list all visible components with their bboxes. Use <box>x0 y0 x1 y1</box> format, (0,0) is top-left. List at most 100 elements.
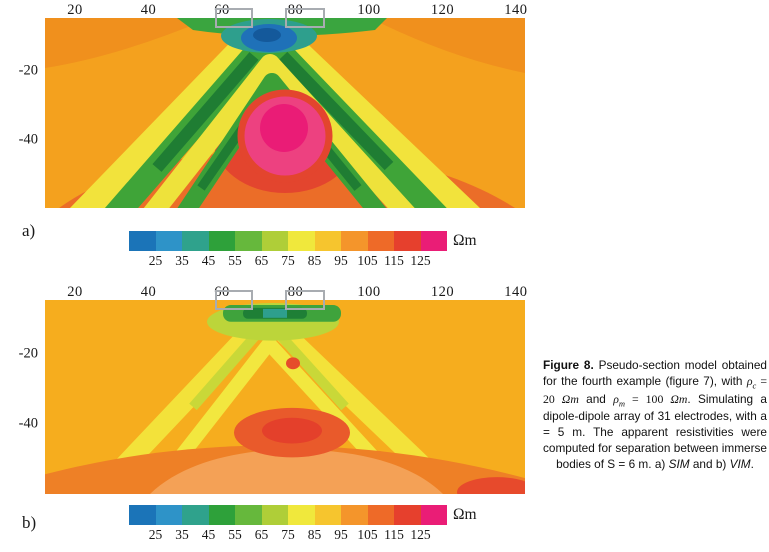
colorbar-tick-label: 95 <box>334 527 348 542</box>
colorbar-cell <box>155 231 182 251</box>
colorbar-cell <box>314 231 341 251</box>
x-tick-label: 80 <box>287 284 304 300</box>
caption-text: c <box>752 380 757 391</box>
colorbar-tick-label: 125 <box>410 527 431 542</box>
colorbar-tick-label: 65 <box>254 253 269 268</box>
body-marker-box <box>215 290 253 310</box>
caption-text: Ωm <box>561 391 579 406</box>
colorbar-cell <box>288 505 315 525</box>
colorbar-tick-label: 35 <box>175 527 189 542</box>
caption-text: m <box>618 397 626 408</box>
colorbar-tick-label: 105 <box>357 253 378 268</box>
x-axis-ticks-a: 20 40 60 80 100 120 140 <box>45 2 528 18</box>
colorbar-tick-label: 45 <box>201 527 216 542</box>
body-marker-box <box>285 290 325 310</box>
colorbar-cell <box>394 231 421 251</box>
caption-text: = 20 <box>543 373 767 406</box>
x-tick-label: 140 <box>504 2 528 18</box>
colorbar-cell <box>420 505 447 525</box>
caption-text: . <box>750 456 754 471</box>
y-tick-label: -20 <box>18 345 38 362</box>
y-axis-ticks-b: -20 -40 <box>6 300 42 494</box>
colorbar-tick-label: 75 <box>281 527 295 542</box>
colorbar-tick-label: 95 <box>334 253 348 268</box>
y-axis-ticks-a: -20 -40 <box>6 18 42 208</box>
colorbar-tick-label: 55 <box>228 253 242 268</box>
colorbar-cell <box>288 231 315 251</box>
colorbar-tick-label: 125 <box>410 253 431 268</box>
colorbar-unit-b: Ωm <box>453 506 477 523</box>
colorbar-cell <box>182 505 209 525</box>
caption-text: ρ <box>613 391 619 406</box>
caption-text: and <box>578 391 614 406</box>
caption-text: Pseudo-section model obtained for the fo… <box>543 358 767 388</box>
colorbar-tick-label: 45 <box>201 253 216 268</box>
colorbar-tick-label: 85 <box>307 253 322 268</box>
panel-label-b: b) <box>22 513 37 532</box>
y-tick-label: -40 <box>18 415 38 432</box>
colorbar-ticks-a: 25 35 45 55 65 75 85 95 105 115 125 <box>129 253 447 269</box>
caption-text: . Simulating a dipole-dipole array of 31… <box>543 391 767 471</box>
colorbar-cell <box>341 505 368 525</box>
colorbar-cell <box>367 231 394 251</box>
caption-text: VIM <box>729 456 751 471</box>
colorbar-a <box>129 231 447 251</box>
caption-text: and b) <box>689 456 730 471</box>
colorbar-tick-label: 55 <box>228 527 242 542</box>
x-tick-label: 80 <box>287 2 304 18</box>
colorbar-cell <box>235 505 262 525</box>
colorbar-cell <box>129 505 156 525</box>
pseudosection-image-b <box>45 300 525 494</box>
colorbar-b <box>129 505 447 525</box>
figure-caption: Figure 8. Pseudo-section model obtained … <box>543 358 767 472</box>
colorbar-cell <box>420 231 447 251</box>
body-marker-box <box>285 8 325 28</box>
y-tick-label: -40 <box>18 131 38 148</box>
colorbar-tick-label: 25 <box>148 253 163 268</box>
colorbar-cell <box>155 505 182 525</box>
x-tick-label: 40 <box>140 2 157 18</box>
colorbar-tick-label: 75 <box>281 253 295 268</box>
caption-text: Figure 8. <box>543 358 594 372</box>
x-tick-label: 120 <box>430 2 455 18</box>
colorbar-cell <box>235 231 262 251</box>
x-tick-label: 60 <box>214 284 230 300</box>
colorbar-ticks-b: 25 35 45 55 65 75 85 95 105 115 125 <box>129 527 447 543</box>
colorbar-tick-label: 35 <box>175 253 189 268</box>
x-tick-label: 20 <box>67 2 83 18</box>
caption-text: = 100 <box>625 391 671 406</box>
panel-label-a: a) <box>22 221 36 240</box>
colorbar-tick-label: 85 <box>307 527 322 542</box>
colorbar-unit-a: Ωm <box>453 232 477 249</box>
pseudosection-plot-b <box>45 290 525 494</box>
pseudosection-plot-a <box>45 8 525 208</box>
colorbar-cell <box>261 231 288 251</box>
y-tick-label: -20 <box>18 62 38 79</box>
colorbar-cell <box>208 505 235 525</box>
body-marker-box <box>215 8 253 28</box>
x-tick-label: 60 <box>214 2 230 18</box>
x-tick-label: 120 <box>430 284 455 300</box>
x-tick-label: 40 <box>140 284 157 300</box>
colorbar-cell <box>208 231 235 251</box>
colorbar-cell <box>367 505 394 525</box>
colorbar-tick-label: 115 <box>384 527 404 542</box>
colorbar-tick-label: 65 <box>254 527 269 542</box>
colorbar-cell <box>341 231 368 251</box>
colorbar-cell <box>182 231 209 251</box>
pseudosection-image-a <box>45 18 525 208</box>
x-tick-label: 20 <box>67 284 83 300</box>
caption-text: ρ <box>746 373 753 388</box>
colorbar-tick-label: 115 <box>384 253 404 268</box>
x-tick-label: 100 <box>357 2 381 18</box>
colorbar-tick-label: 105 <box>357 527 378 542</box>
x-axis-ticks-b: 20 40 60 80 100 120 140 <box>45 284 528 300</box>
x-tick-label: 140 <box>504 284 528 300</box>
x-tick-label: 100 <box>357 284 381 300</box>
colorbar-cell <box>394 505 421 525</box>
colorbar-cell <box>129 231 156 251</box>
colorbar-cell <box>314 505 341 525</box>
caption-text: SIM <box>668 456 690 471</box>
caption-text: Ωm <box>670 391 688 406</box>
